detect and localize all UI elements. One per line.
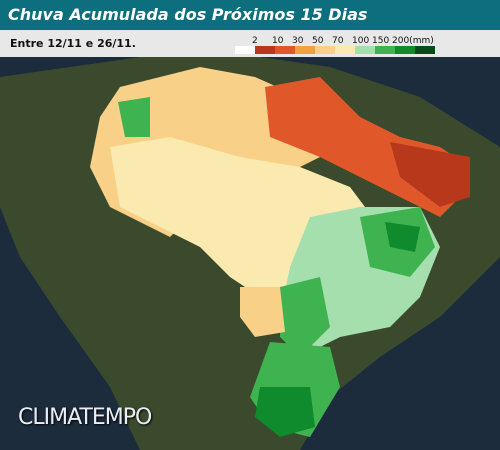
rain-region (118, 97, 150, 137)
legend-swatch (315, 46, 335, 54)
legend-label: 70 (332, 36, 344, 46)
legend-label: 2 (252, 36, 258, 46)
legend-swatch (335, 46, 355, 54)
period: Entre 12/11 e 26/11. (10, 37, 136, 50)
rain-region (390, 142, 470, 207)
legend-swatch (355, 46, 375, 54)
legend-label: 10 (272, 36, 284, 46)
title: Chuva Acumulada dos Próximos 15 Dias (8, 5, 368, 24)
legend-swatch (395, 46, 415, 54)
rain-region (280, 277, 330, 357)
legend-swatch (235, 46, 255, 54)
legend-swatch (295, 46, 315, 54)
legend-swatch (275, 46, 295, 54)
legend: 2 10 30 50 70 100 150 200(mm) (235, 36, 435, 54)
title-bar: Chuva Acumulada dos Próximos 15 Dias (0, 0, 500, 30)
map (0, 57, 500, 450)
legend-label: 50 (312, 36, 324, 46)
legend-swatch (255, 46, 275, 54)
watermark: CLIMATEMPO (18, 405, 152, 430)
legend-label: 200(mm) (392, 36, 434, 46)
rain-region (385, 222, 420, 252)
legend-swatch (415, 46, 435, 54)
legend-label: 30 (292, 36, 304, 46)
legend-label: 100 (352, 36, 369, 46)
rain-region (240, 287, 285, 337)
sub-bar: Entre 12/11 e 26/11. 2 10 30 50 70 100 150 200(… (0, 30, 500, 57)
legend-label: 150 (372, 36, 389, 46)
rain-region (255, 387, 315, 437)
legend-swatch (375, 46, 395, 54)
